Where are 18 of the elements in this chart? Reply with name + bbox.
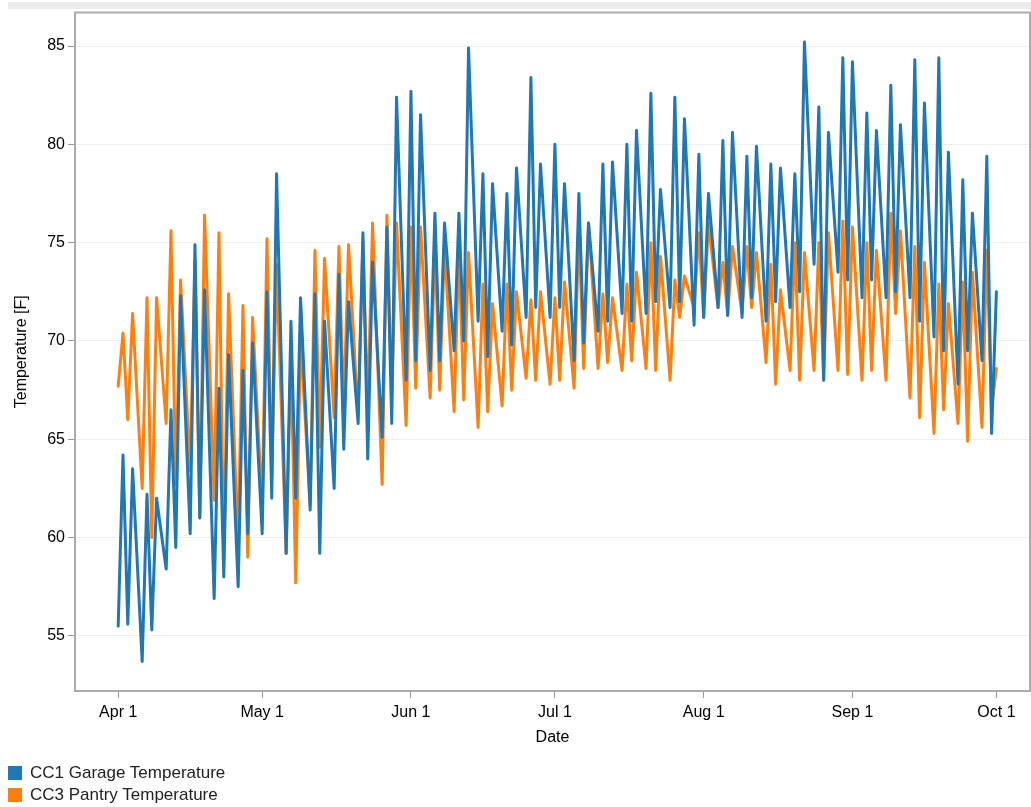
y-tick-label: 80 — [47, 134, 66, 152]
x-tick-label: Jul 1 — [538, 703, 572, 721]
x-tick-label: Apr 1 — [99, 703, 138, 721]
legend-label: CC3 Pantry Temperature — [30, 785, 218, 805]
y-tick-label: 65 — [47, 429, 66, 447]
y-tick-label: 85 — [47, 36, 66, 54]
x-tick-label: Aug 1 — [682, 703, 725, 721]
y-tick-label: 70 — [47, 331, 66, 349]
x-tick-label: Oct 1 — [977, 703, 1016, 721]
x-tick-label: Sep 1 — [831, 703, 874, 721]
y-tick-label: 60 — [47, 528, 66, 546]
y-axis-title: Temperature [F] — [12, 295, 30, 409]
legend-label: CC1 Garage Temperature — [30, 763, 226, 783]
x-tick-label: Jun 1 — [391, 703, 431, 721]
y-tick-label: 75 — [47, 233, 66, 251]
x-axis-title: Date — [535, 727, 570, 745]
x-tick-label: May 1 — [240, 703, 285, 721]
y-tick-label: 55 — [47, 626, 66, 644]
